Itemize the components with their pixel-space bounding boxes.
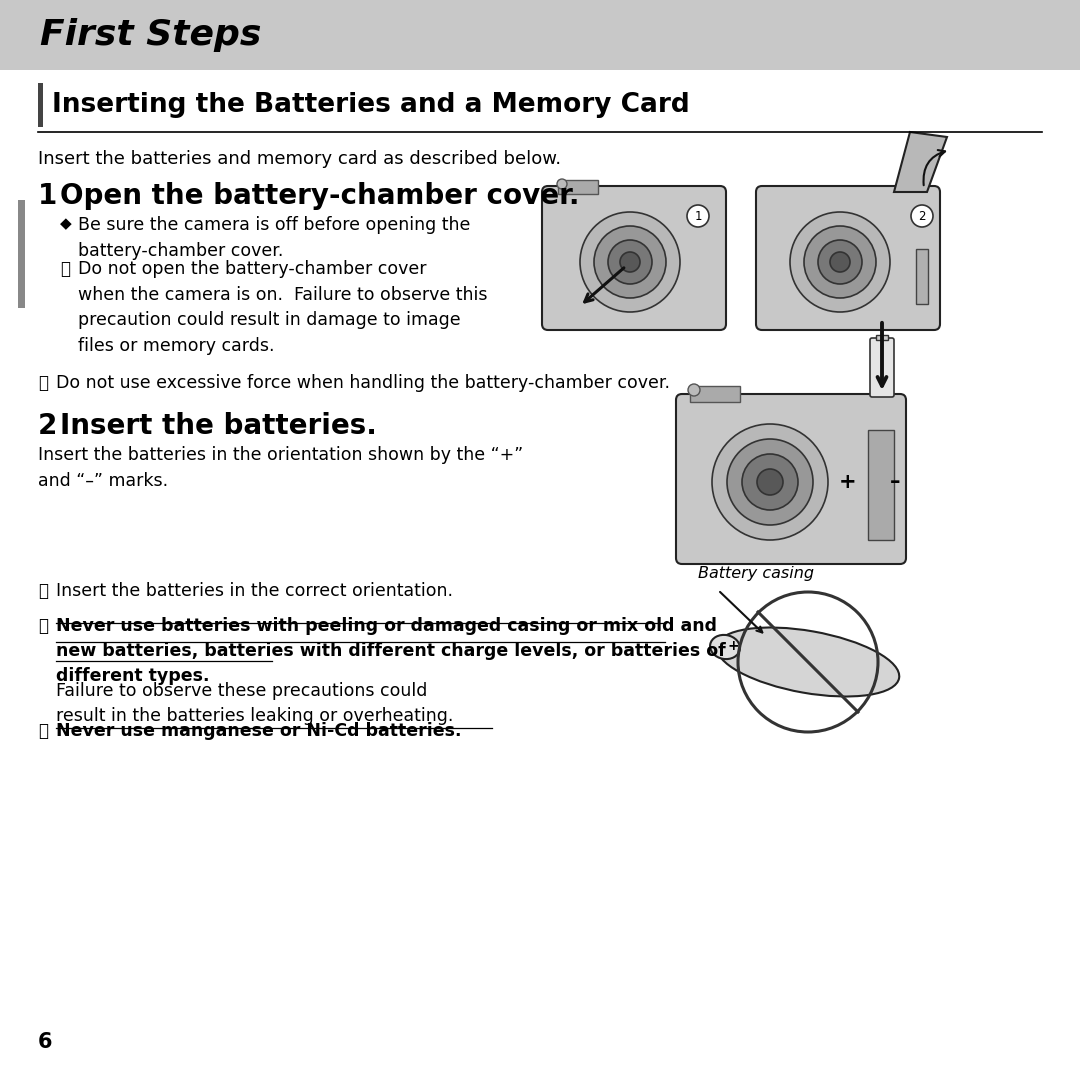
Circle shape [912,205,933,227]
Text: ⓘ: ⓘ [38,723,48,740]
Circle shape [818,240,862,284]
FancyBboxPatch shape [542,186,726,330]
Text: Be sure the camera is off before opening the
battery-chamber cover.: Be sure the camera is off before opening… [78,216,471,259]
Text: 2: 2 [38,411,57,440]
Text: Insert the batteries in the orientation shown by the “+”
and “–” marks.: Insert the batteries in the orientation … [38,446,523,490]
Bar [558,180,598,194]
Circle shape [831,252,850,272]
Bar [916,249,928,303]
Text: Insert the batteries.: Insert the batteries. [60,411,377,440]
Text: Failure to observe these precautions could
result in the batteries leaking or ov: Failure to observe these precautions cou… [56,681,454,725]
Text: Insert the batteries and memory card as described below.: Insert the batteries and memory card as … [38,150,562,168]
Circle shape [804,226,876,298]
Text: ◆: ◆ [60,216,71,231]
Text: Insert the batteries in the correct orientation.: Insert the batteries in the correct orie… [56,582,453,600]
Bar [876,335,888,340]
Text: Never use manganese or Ni-Cd batteries.: Never use manganese or Ni-Cd batteries. [56,723,461,740]
Text: ⓘ: ⓘ [60,260,70,278]
Text: –: – [890,472,901,492]
Text: 1: 1 [694,210,702,222]
Ellipse shape [710,635,740,659]
Circle shape [757,469,783,495]
Bar [868,430,894,540]
Circle shape [620,252,640,272]
Circle shape [712,424,828,540]
Polygon shape [894,132,947,192]
Text: ⓘ: ⓘ [38,374,48,392]
Circle shape [608,240,652,284]
Text: 6: 6 [38,1032,53,1052]
Bar [0,0,1080,70]
Text: Open the battery-chamber cover.: Open the battery-chamber cover. [60,183,580,210]
Bar [690,386,740,402]
Circle shape [789,212,890,312]
Text: Never use batteries with peeling or damaged casing or mix old and
new batteries,: Never use batteries with peeling or dama… [56,617,726,685]
Circle shape [580,212,680,312]
FancyBboxPatch shape [756,186,940,330]
Bar [18,200,25,308]
Circle shape [687,205,708,227]
Circle shape [688,384,700,396]
Text: ⓘ: ⓘ [38,617,48,635]
Circle shape [742,454,798,510]
Text: Do not use excessive force when handling the battery-chamber cover.: Do not use excessive force when handling… [56,374,670,392]
FancyBboxPatch shape [676,394,906,564]
Ellipse shape [717,627,900,697]
Text: +: + [727,639,739,653]
Text: Inserting the Batteries and a Memory Card: Inserting the Batteries and a Memory Car… [52,92,690,118]
Text: 2: 2 [918,210,926,222]
Text: 1: 1 [38,183,57,210]
Text: First Steps: First Steps [40,18,261,52]
Text: Do not open the battery-chamber cover
when the camera is on.  Failure to observe: Do not open the battery-chamber cover wh… [78,260,487,355]
Text: +: + [839,472,856,492]
Circle shape [727,438,813,525]
Circle shape [594,226,666,298]
Circle shape [557,179,567,189]
Bar [38,83,43,127]
Text: Battery casing: Battery casing [698,566,814,581]
FancyBboxPatch shape [870,338,894,397]
Text: ⓘ: ⓘ [38,582,48,600]
